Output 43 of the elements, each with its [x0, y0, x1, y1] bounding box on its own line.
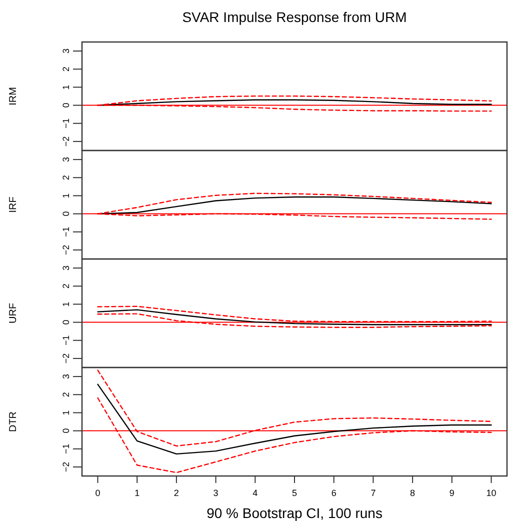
y-tick-label: 0	[61, 320, 71, 325]
y-tick-label: 1	[61, 84, 71, 90]
y-tick-label: 2	[61, 392, 71, 398]
x-tick-label: 5	[292, 488, 298, 498]
x-tick-label: 2	[174, 488, 179, 498]
y-tick-label: −1	[61, 118, 71, 129]
y-tick-label: 3	[61, 374, 71, 380]
chart-title: SVAR Impulse Response from URM	[182, 9, 407, 25]
y-tick-label: −2	[61, 353, 71, 364]
y-tick-label: −2	[61, 136, 71, 147]
y-tick-label: −1	[61, 335, 71, 346]
x-tick-label: 6	[331, 488, 336, 498]
y-tick-label: −2	[61, 244, 71, 256]
y-tick-label: 3	[61, 48, 71, 54]
y-axis-title: IRF	[8, 196, 19, 213]
y-tick-label: 2	[61, 66, 71, 72]
y-tick-label: 1	[61, 193, 71, 198]
y-tick-label: 0	[61, 428, 71, 434]
y-axis-title: URF	[8, 302, 19, 324]
y-tick-label: 3	[61, 266, 71, 271]
y-tick-label: 2	[61, 284, 71, 289]
x-tick-label: 4	[252, 488, 258, 498]
x-tick-label: 0	[95, 488, 100, 498]
x-tick-label: 10	[486, 488, 496, 498]
x-axis-title: 90 % Bootstrap CI, 100 runs	[206, 505, 382, 521]
line-series	[97, 384, 492, 455]
y-tick-label: 0	[61, 211, 71, 216]
y-tick-label: 3	[61, 157, 71, 162]
line-series	[97, 309, 492, 326]
y-tick-label: −1	[61, 226, 71, 238]
x-tick-label: 7	[370, 488, 376, 498]
y-tick-label: 1	[61, 410, 71, 416]
y-axis-title: IRM	[8, 87, 19, 106]
x-tick-label: 1	[134, 488, 140, 498]
x-tick-label: 3	[213, 488, 218, 498]
y-tick-label: −2	[61, 462, 71, 472]
x-tick-label: 8	[410, 488, 416, 498]
y-tick-label: 0	[61, 102, 71, 108]
x-tick-label: 9	[449, 488, 454, 498]
y-tick-label: −1	[61, 444, 71, 454]
y-tick-label: 2	[61, 175, 71, 180]
y-tick-label: 1	[61, 302, 71, 307]
y-axis-title: DTR	[8, 411, 19, 432]
